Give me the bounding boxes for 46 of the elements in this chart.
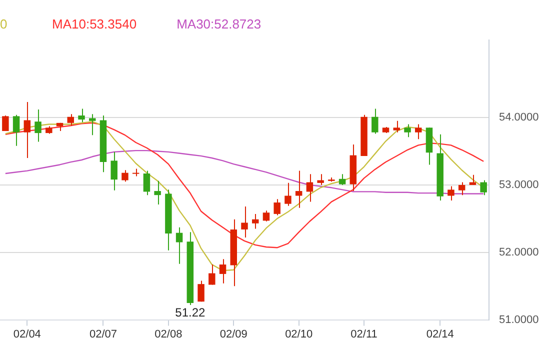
candlestick <box>458 182 466 196</box>
y-tick-label: 53.0000 <box>499 178 539 191</box>
candlestick <box>154 180 161 206</box>
candlestick <box>34 108 42 142</box>
candlestick <box>404 124 411 138</box>
candlestick <box>372 108 378 134</box>
candlestick <box>295 170 302 208</box>
x-tick-label: 02/09 <box>220 328 248 340</box>
candlestick <box>198 280 204 302</box>
candlestick <box>480 180 487 196</box>
candlestick <box>262 210 270 222</box>
y-tick-label: 51.0000 <box>499 314 539 326</box>
candlestick <box>122 170 128 182</box>
candlestick <box>274 198 280 216</box>
x-tick-label: 02/07 <box>89 328 117 340</box>
candlestick <box>143 170 150 196</box>
candlestick <box>338 174 346 186</box>
candlestick <box>448 186 454 201</box>
annotation: 51.22 <box>175 305 206 320</box>
text: 0 <box>0 16 8 32</box>
text: MA10:53.3540 <box>52 16 137 32</box>
candlestick <box>252 213 259 230</box>
x-tick-label: 02/04 <box>13 328 41 340</box>
x-tick-label: 02/08 <box>154 328 182 340</box>
candlestick <box>67 114 74 126</box>
candlestick <box>24 102 31 158</box>
x-tick-label: 02/11 <box>350 328 378 340</box>
x-tick-label: 02/14 <box>426 328 454 340</box>
candlestick <box>393 120 400 133</box>
candlestick <box>89 114 96 136</box>
text: MA30:52.8723 <box>176 16 262 32</box>
candlestick <box>241 206 248 238</box>
candlestick <box>12 114 20 146</box>
candlestick <box>2 115 9 132</box>
candlestick <box>110 151 118 191</box>
y-tick-label: 52.0000 <box>499 246 539 258</box>
x-tick-label: 02/10 <box>285 328 313 340</box>
candlestick <box>78 108 85 123</box>
y-tick-label: 54.0000 <box>499 112 539 124</box>
candlestick <box>317 174 324 186</box>
candlestick <box>176 226 183 264</box>
candlestick <box>284 182 292 206</box>
candlestick <box>306 174 314 202</box>
candlestick <box>219 258 226 284</box>
candlestick <box>415 124 422 140</box>
candlestick <box>208 264 216 286</box>
